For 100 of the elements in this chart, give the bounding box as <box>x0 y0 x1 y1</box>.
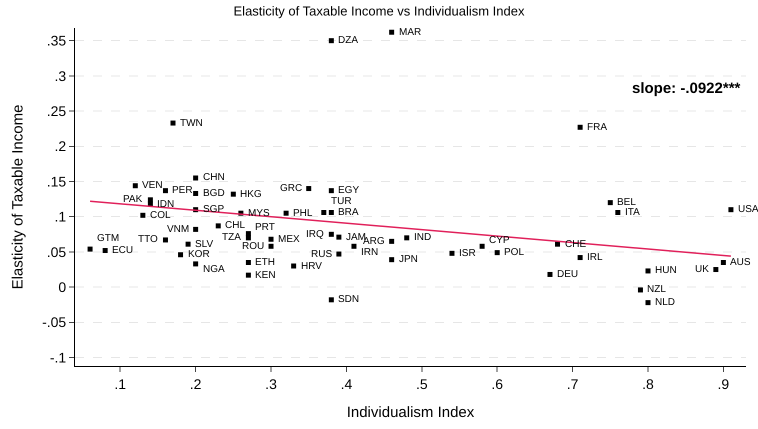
annotation: JPN <box>399 254 418 265</box>
point <box>193 175 198 180</box>
point <box>102 248 108 254</box>
annotation: SLV <box>195 239 214 250</box>
x-tick-label: .9 <box>718 376 730 392</box>
annotation: TWN <box>180 118 203 129</box>
annotation: IND <box>414 232 432 243</box>
annotation: ECU <box>112 245 134 256</box>
annotation: KEN <box>255 270 276 281</box>
point <box>578 255 583 260</box>
point <box>170 120 176 126</box>
y-tick-label: .15 <box>46 173 66 190</box>
y-tick-label: -.1 <box>50 349 66 366</box>
annotation: COL <box>150 210 171 221</box>
point <box>291 264 296 269</box>
annotation: ETH <box>255 257 275 268</box>
point <box>193 226 198 232</box>
y-tick-label: .25 <box>46 102 66 119</box>
annotation: CHL <box>225 220 246 231</box>
point <box>713 267 718 272</box>
point <box>638 287 643 292</box>
annotation: TTO <box>138 234 158 245</box>
annotation: PHL <box>293 208 313 219</box>
point <box>246 235 251 240</box>
point <box>306 186 312 192</box>
annotation: BEL <box>617 197 636 208</box>
y-tick-label: .05 <box>46 244 66 260</box>
point <box>268 244 274 249</box>
point <box>246 231 251 236</box>
x-axis-title: Individualism Index <box>346 404 475 421</box>
annotation: NLD <box>655 297 676 308</box>
point <box>246 272 251 278</box>
annotation: NGA <box>203 264 225 275</box>
annotation: TUR <box>331 196 352 207</box>
annotation: DZA <box>338 35 358 46</box>
y-tick-label: .2 <box>54 138 66 154</box>
point <box>336 252 342 257</box>
annotation: HKG <box>240 189 262 200</box>
point <box>140 212 146 218</box>
y-tick-label: -.05 <box>42 314 66 330</box>
x-tick-label: .6 <box>491 376 504 392</box>
annotation: SDN <box>338 294 360 305</box>
point <box>555 242 560 247</box>
annotation: NZL <box>647 284 666 295</box>
annotation: MAR <box>399 27 422 38</box>
annotation: EGY <box>338 185 360 196</box>
annotation: slope: -.0922*** <box>632 80 741 97</box>
point <box>336 234 342 240</box>
point <box>321 210 326 215</box>
point <box>449 250 454 256</box>
annotation: IDN <box>157 199 174 210</box>
point <box>193 190 198 196</box>
point <box>615 210 620 215</box>
point <box>547 272 552 277</box>
point <box>389 238 394 244</box>
y-tick-label: .3 <box>54 68 66 84</box>
annotation: RUS <box>311 249 332 260</box>
annotation: HUN <box>655 265 677 276</box>
point <box>328 188 334 194</box>
annotation: ROU <box>242 241 264 252</box>
point <box>480 244 485 249</box>
annotation: VNM <box>167 224 190 235</box>
annotation: GRC <box>280 183 302 194</box>
annotation: VEN <box>142 180 163 191</box>
annotation: ITA <box>625 207 640 218</box>
point <box>404 235 410 240</box>
point <box>494 250 500 256</box>
annotation: PRT <box>255 222 275 233</box>
point <box>645 268 650 274</box>
point <box>389 257 394 262</box>
point <box>608 200 613 206</box>
annotation: MEX <box>278 234 300 245</box>
point <box>645 300 650 306</box>
annotation: TZA <box>222 232 242 243</box>
annotation: HRV <box>301 261 322 272</box>
x-tick-label: .1 <box>114 376 126 392</box>
point <box>728 207 734 212</box>
annotation: BGD <box>203 188 225 199</box>
point <box>284 210 289 216</box>
y-tick-label: .35 <box>46 32 66 49</box>
annotation: PER <box>172 185 193 196</box>
x-tick-label: .2 <box>190 376 202 392</box>
point <box>268 236 274 242</box>
point <box>578 124 583 130</box>
annotation: CYP <box>489 235 510 246</box>
annotation: KOR <box>188 249 210 260</box>
annotation: IRL <box>587 252 603 263</box>
point <box>88 246 93 252</box>
annotation: CHN <box>203 172 225 183</box>
annotation: PAK <box>123 194 143 205</box>
annotation: FRA <box>587 122 608 133</box>
chart-title: Elasticity of Taxable Income vs Individualism Index <box>234 4 525 19</box>
annotation: BRA <box>338 207 359 218</box>
annotation: POL <box>504 247 524 258</box>
annotation: AUS <box>730 257 751 268</box>
annotation: UK <box>695 264 710 275</box>
point <box>351 244 356 249</box>
point <box>328 210 334 215</box>
annotation: IRQ <box>306 229 324 240</box>
point <box>162 188 168 194</box>
